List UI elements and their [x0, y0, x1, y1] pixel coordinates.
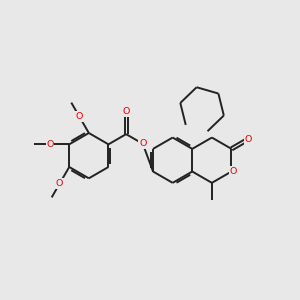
- Text: O: O: [139, 139, 146, 148]
- Text: O: O: [56, 179, 63, 188]
- Text: O: O: [76, 112, 83, 121]
- Text: O: O: [245, 135, 252, 144]
- Text: O: O: [46, 140, 54, 149]
- Text: O: O: [122, 107, 130, 116]
- Text: O: O: [230, 167, 237, 176]
